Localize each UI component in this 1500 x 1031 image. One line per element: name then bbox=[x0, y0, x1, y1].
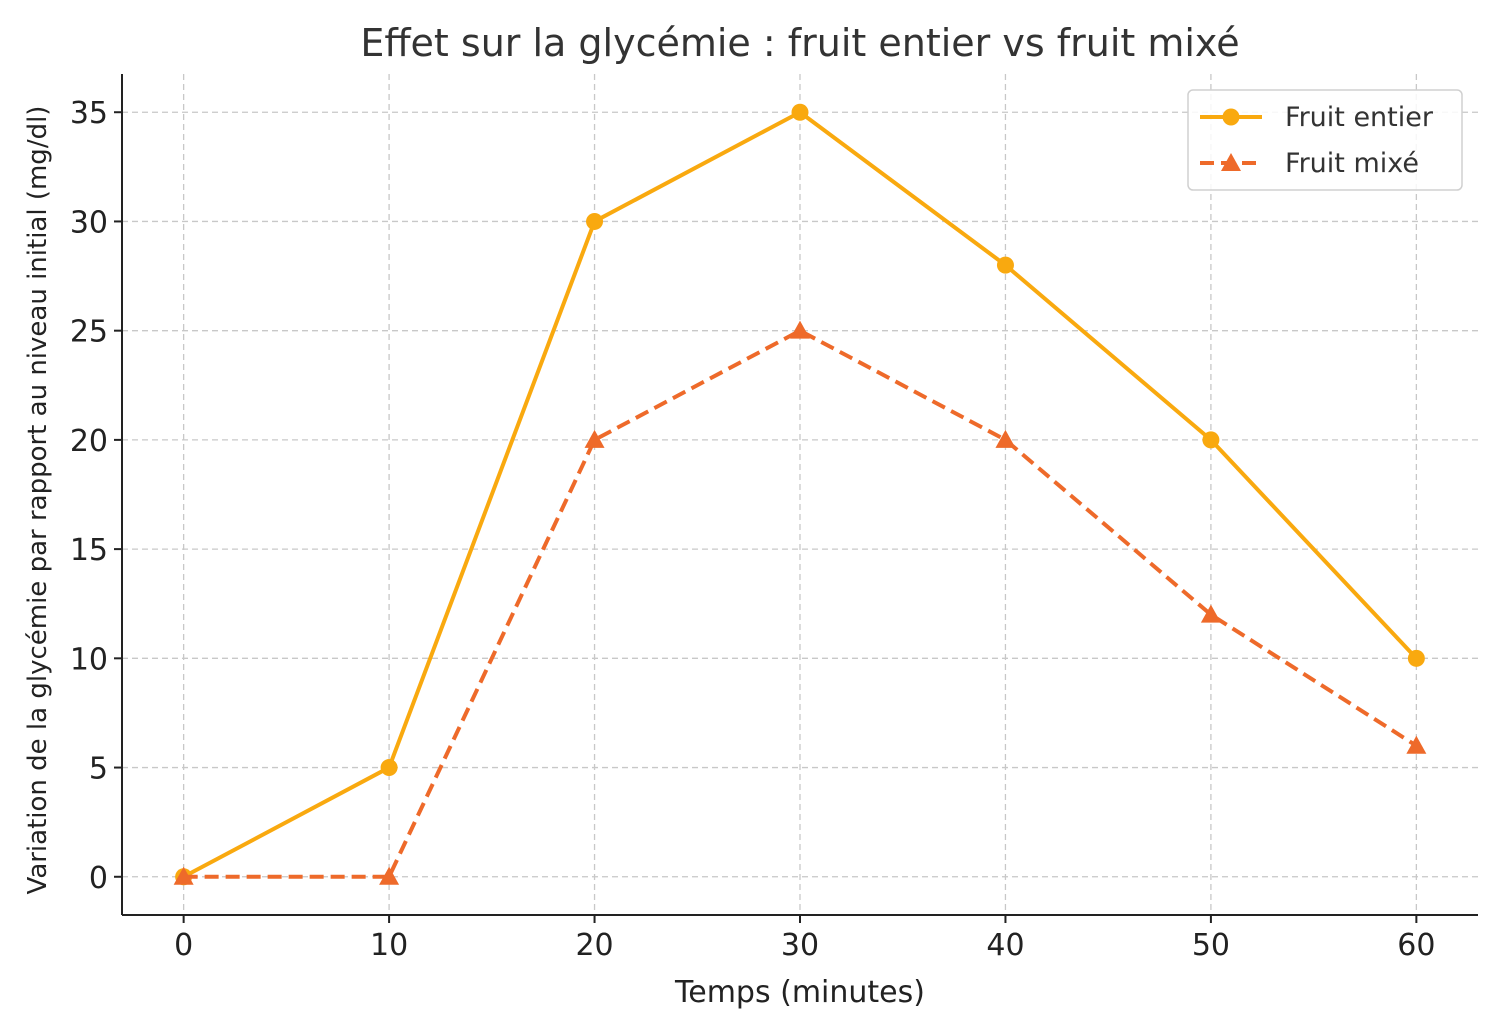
y-tick-label: 25 bbox=[70, 315, 108, 350]
chart-title: Effet sur la glycémie : fruit entier vs … bbox=[360, 21, 1239, 65]
data-point bbox=[586, 212, 604, 230]
data-point bbox=[791, 103, 809, 121]
x-tick-label: 10 bbox=[370, 928, 408, 963]
x-tick-label: 60 bbox=[1397, 928, 1435, 963]
x-tick-label: 50 bbox=[1192, 928, 1230, 963]
grid bbox=[122, 74, 1478, 915]
legend-marker bbox=[1222, 108, 1240, 126]
data-point bbox=[584, 429, 605, 448]
data-point bbox=[790, 320, 810, 339]
y-axis-label: Variation de la glycémie par rapport au … bbox=[23, 106, 53, 895]
legend: Fruit entier Fruit mixé bbox=[1187, 89, 1463, 191]
ticks: 0 10 20 30 40 50 60 0 5 10 15 20 25 30 35 bbox=[70, 96, 1436, 963]
y-tick-label: 15 bbox=[70, 533, 108, 568]
data-point bbox=[379, 866, 400, 885]
series-fruit-mixe bbox=[173, 320, 1427, 885]
legend-label: Fruit mixé bbox=[1285, 148, 1419, 179]
y-tick-label: 20 bbox=[70, 424, 108, 459]
x-tick-label: 40 bbox=[986, 928, 1024, 963]
data-point bbox=[996, 256, 1014, 274]
x-axis-label: Temps (minutes) bbox=[674, 975, 925, 1010]
data-point bbox=[1200, 604, 1221, 623]
legend-label: Fruit entier bbox=[1285, 102, 1434, 133]
y-tick-label: 10 bbox=[70, 642, 108, 677]
data-point bbox=[173, 866, 194, 885]
x-tick-label: 20 bbox=[575, 928, 613, 963]
legend-entry: Fruit mixé bbox=[1200, 148, 1419, 179]
x-tick-label: 30 bbox=[781, 928, 819, 963]
data-point bbox=[1406, 735, 1427, 754]
x-tick-label: 0 bbox=[174, 928, 193, 963]
data-point bbox=[380, 759, 398, 777]
legend-entry: Fruit entier bbox=[1200, 102, 1434, 133]
data-point bbox=[995, 429, 1016, 448]
data-point bbox=[1407, 649, 1425, 667]
y-tick-label: 30 bbox=[70, 205, 108, 240]
legend-marker bbox=[1221, 153, 1241, 171]
y-tick-label: 35 bbox=[70, 96, 108, 131]
y-tick-label: 0 bbox=[89, 861, 108, 896]
series bbox=[173, 103, 1427, 886]
y-tick-label: 5 bbox=[89, 752, 108, 787]
data-point bbox=[1202, 431, 1220, 449]
